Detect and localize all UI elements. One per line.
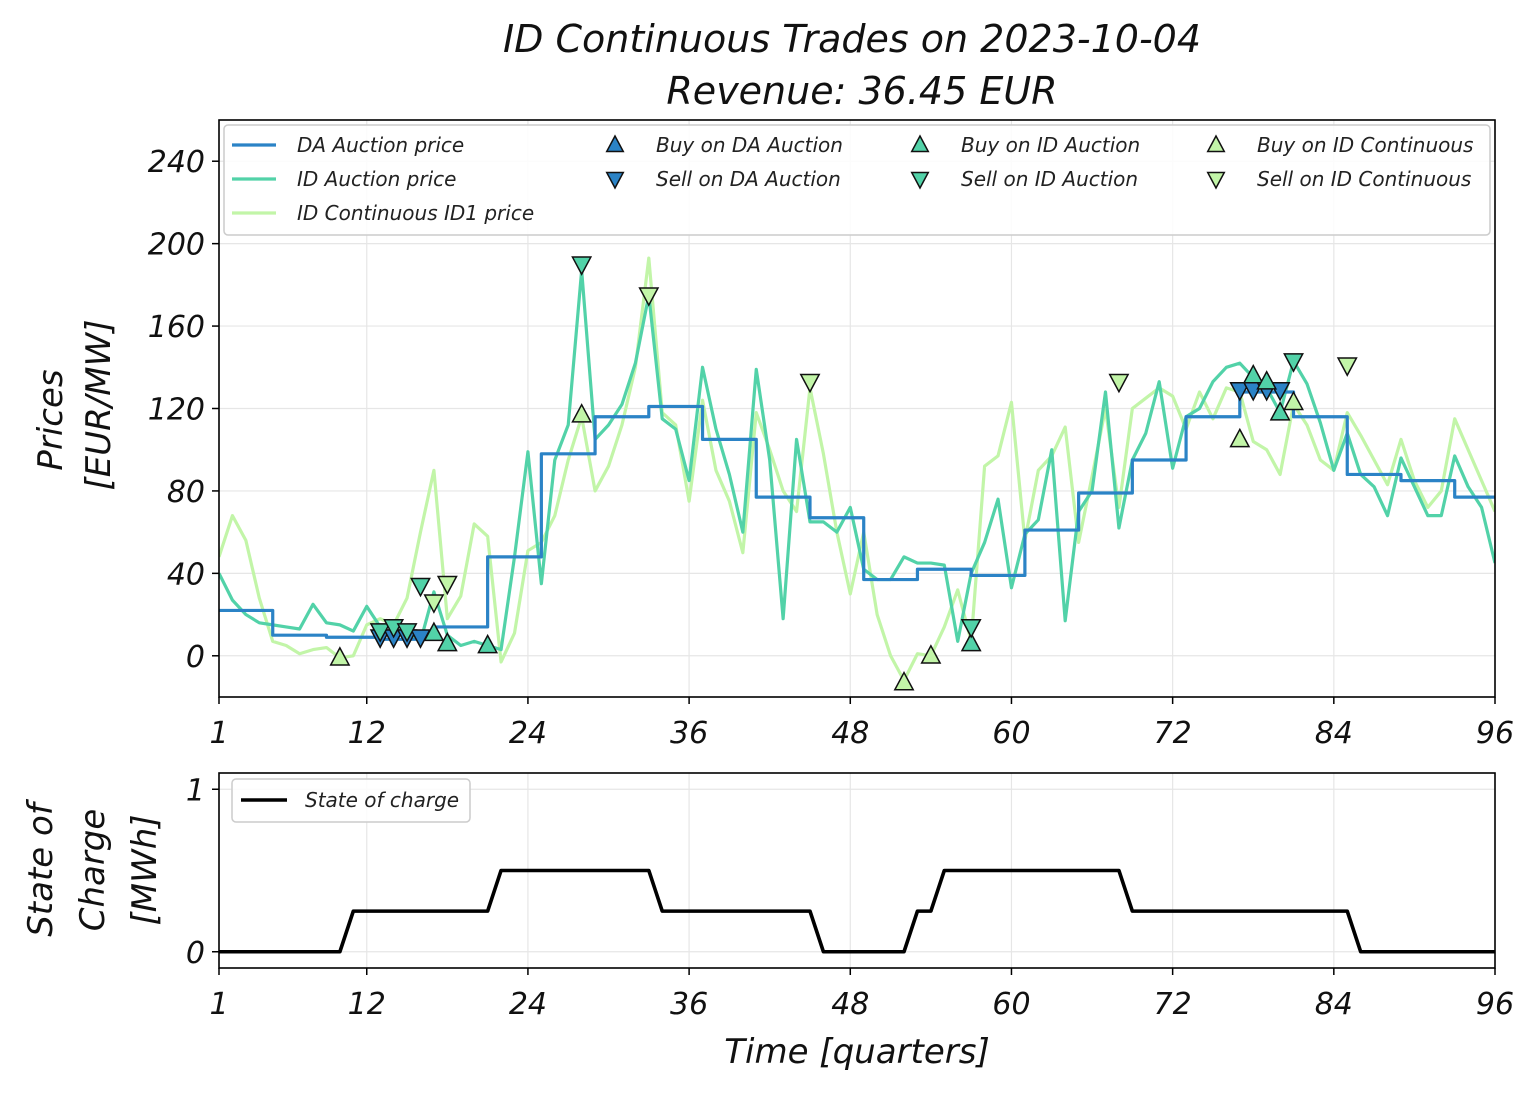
sell-on-id-continuous-marker (1336, 357, 1358, 377)
soc-axes-frame (218, 772, 1496, 969)
prices-x-tick-label: 1 (209, 716, 228, 751)
buy-on-da-auction-legend-swatch (605, 134, 625, 153)
sell-on-id-continuous-legend-swatch (1206, 171, 1226, 190)
buy-on-id-auction-marker (1256, 370, 1278, 390)
prices-x-tick-label: 48 (831, 716, 869, 751)
soc-ylabel-line1: State of (21, 798, 61, 937)
prices-y-tick-label: 40 (167, 557, 205, 592)
soc-y-tick-label: 0 (186, 936, 205, 971)
sell-on-da-auction-legend-swatch (605, 171, 625, 190)
trade-markers (329, 256, 1358, 691)
sell-on-id-continuous-marker (436, 575, 458, 596)
sell-on-id-auction-marker (369, 623, 391, 643)
prices-x-tick-label: 24 (509, 716, 547, 751)
legend-label: ID Auction price (297, 167, 456, 191)
soc-x-tick-label: 48 (831, 987, 869, 1022)
legend-label: ID Continuous ID1 price (297, 201, 534, 225)
soc-ylabel-line2: Charge (73, 809, 113, 932)
buy-on-id-continuous-marker (329, 646, 351, 666)
buy-on-id-continuous-marker (1229, 427, 1251, 448)
buy-on-id-auction-marker (1269, 401, 1291, 421)
buy-on-id-auction-marker (477, 633, 499, 654)
buy-on-id-continuous-marker (1283, 390, 1304, 411)
chart-title-line1: ID Continuous Trades on 2023-10-04 (503, 17, 1201, 61)
prices-axes-frame (218, 119, 1496, 698)
prices-x-tick-label: 60 (992, 716, 1030, 751)
prices-legend-box (223, 124, 1491, 236)
state-of-charge-line (219, 868, 1495, 954)
prices-x-tick-label: 36 (670, 716, 708, 751)
sell-on-da-auction-marker (1229, 382, 1251, 402)
legend-label: DA Auction price (297, 133, 464, 157)
soc-ylabel-line3: [MWh] (125, 814, 165, 925)
sell-on-id-auction-legend-swatch (910, 171, 930, 190)
sell-on-id-auction-marker (396, 623, 418, 643)
prices-x-tick-label: 12 (348, 716, 386, 751)
buy-on-id-continuous-legend-swatch (1206, 134, 1226, 153)
soc-legend: State of charge (231, 778, 471, 823)
soc-y-tick-label: 1 (186, 773, 205, 808)
buy-on-id-continuous-marker (920, 644, 942, 664)
soc-x-tick-label: 96 (1476, 987, 1514, 1022)
prices-legend: DA Auction price ID Auction price ID Conti… (223, 124, 1491, 236)
sell-on-id-auction-marker (410, 577, 431, 598)
buy-on-id-auction-marker (436, 631, 458, 652)
prices-ylabel-line1: Prices (31, 369, 71, 470)
x-axis-label: Time [quarters] (724, 1032, 989, 1072)
legend-label: Buy on ID Auction (961, 133, 1140, 157)
soc-x-tick-label: 60 (992, 987, 1030, 1022)
buy-on-id-continuous-marker (893, 670, 915, 691)
legend-label: State of charge (305, 788, 459, 812)
prices-y-tick-label: 0 (186, 640, 205, 675)
sell-on-id-continuous-marker (1108, 373, 1130, 394)
da-auction-price-line (219, 390, 1495, 641)
sell-on-id-continuous-marker (799, 373, 821, 394)
prices-y-tick-label: 240 (148, 145, 205, 180)
legend-label: Sell on ID Continuous (1257, 167, 1471, 191)
sell-on-id-continuous-marker (423, 594, 445, 614)
soc-x-tick-label: 1 (209, 987, 228, 1022)
buy-on-id-auction-marker (1242, 363, 1264, 384)
buy-on-id-auction-marker (960, 631, 982, 652)
legend-label: Sell on DA Auction (656, 167, 841, 191)
prices-y-tick-label: 80 (167, 475, 205, 510)
soc-legend-box (231, 778, 471, 823)
prices-plot-area: 1 12 24 36 48 60 72 84 96 0 40 80 120 160 200 240 DA Auc… (148, 119, 1514, 751)
sell-on-id-auction-marker (571, 256, 593, 276)
soc-x-tick-label: 24 (509, 987, 547, 1022)
prices-x-tick-label: 96 (1476, 716, 1514, 751)
prices-x-tick-label: 84 (1315, 716, 1353, 751)
legend-label: Sell on ID Auction (961, 167, 1138, 191)
buy-on-id-auction-legend-swatch (910, 134, 930, 153)
buy-on-id-auction-marker (423, 621, 445, 642)
soc-x-tick-label: 36 (670, 987, 708, 1022)
prices-y-tick-label: 160 (148, 310, 205, 345)
buy-on-id-continuous-marker (571, 403, 593, 423)
sell-on-id-continuous-marker (638, 287, 660, 307)
prices-x-tick-label: 72 (1154, 716, 1192, 751)
prices-y-tick-label: 120 (148, 393, 205, 428)
id-auction-price-line (219, 268, 1495, 652)
prices-lines (219, 256, 1495, 683)
soc-x-tick-label: 72 (1154, 987, 1192, 1022)
prices-ylabel-line2: [EUR/MW] (79, 320, 119, 491)
sell-on-id-auction-marker (1283, 353, 1304, 373)
soc-x-tick-label: 84 (1315, 987, 1353, 1022)
sell-on-id-auction-marker (960, 618, 982, 639)
legend-label: Buy on ID Continuous (1257, 133, 1473, 157)
prices-y-tick-label: 200 (148, 228, 205, 263)
id-continuous-price-line (219, 256, 1495, 683)
chart-title-line2: Revenue: 36.45 EUR (666, 69, 1057, 113)
soc-x-tick-label: 12 (348, 987, 386, 1022)
legend-label: Buy on DA Auction (656, 133, 843, 157)
